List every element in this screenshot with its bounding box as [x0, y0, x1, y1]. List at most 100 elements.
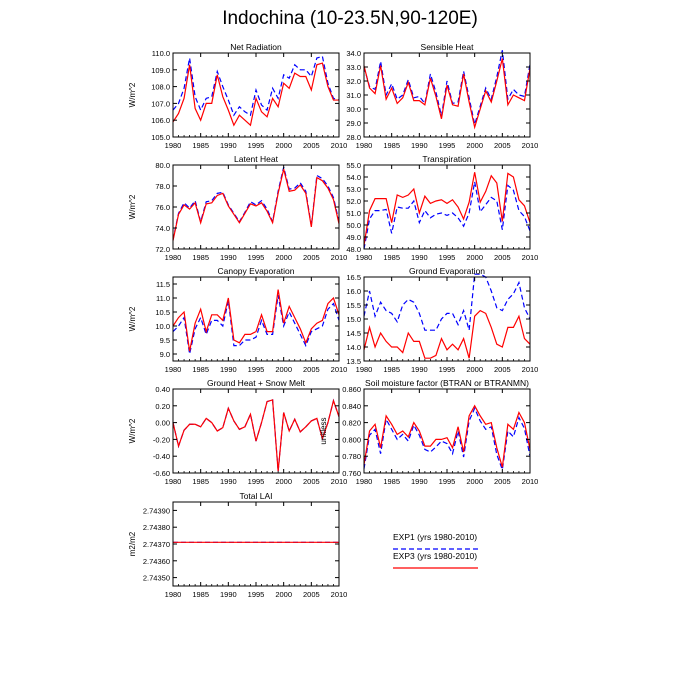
- ground-evaporation-ytick-label: 15.5: [346, 301, 361, 310]
- latent-heat-xtick-label: 1985: [192, 253, 209, 262]
- ground-evaporation-xtick-label: 2010: [522, 365, 539, 374]
- sensible-heat-panel: Sensible Heat 1980 1985 1990 1995 2000 2005 201…: [346, 42, 538, 150]
- sensible-heat-xtick-label: 2005: [494, 141, 511, 150]
- ground-evaporation-xtick-label: 1990: [411, 365, 428, 374]
- net-radiation-ytick-label: 109.0: [151, 66, 170, 75]
- ground-evaporation-series-exp1-yrs-1980-2010: [363, 273, 531, 331]
- total-lai-ytick-label: 2.74350: [143, 574, 170, 583]
- soil-moisture-factor-btran-or-btranmn-ytick-label: 0.820: [342, 419, 361, 428]
- soil-moisture-factor-btran-or-btranmn-ytick-label: 0.800: [342, 435, 361, 444]
- total-lai-ytick-label: 2.74360: [143, 557, 170, 566]
- latent-heat-ytick-label: 72.0: [155, 245, 170, 254]
- latent-heat-series-exp3-yrs-1980-2010: [172, 169, 340, 241]
- ground-heat-snow-melt-ytick-label: 0.00: [155, 419, 170, 428]
- ground-heat-snow-melt-ytick-label: 0.40: [155, 385, 170, 394]
- total-lai-xtick-label: 2010: [331, 590, 348, 599]
- ground-heat-snow-melt-series-exp3-yrs-1980-2010: [172, 398, 340, 472]
- ground-evaporation-frame: [363, 276, 531, 362]
- net-radiation-xtick-label: 2010: [331, 141, 348, 150]
- net-radiation-ytick-label: 106.0: [151, 116, 170, 125]
- transpiration-series-exp3-yrs-1980-2010: [363, 172, 531, 246]
- latent-heat-xtick-label: 1990: [220, 253, 237, 262]
- latent-heat-panel: Latent Heat 1980 1985 1990 1995 2000 2005 2010 7…: [128, 154, 347, 262]
- legend-label-exp1-yrs-1980-2010: EXP1 (yrs 1980-2010): [393, 532, 477, 542]
- transpiration-ytick-label: 53.0: [346, 185, 361, 194]
- latent-heat-xtick-label: 1980: [165, 253, 182, 262]
- canopy-evaporation-xtick-label: 1980: [165, 365, 182, 374]
- transpiration-xtick-label: 1985: [383, 253, 400, 262]
- canopy-evaporation-ytick-label: 10.0: [155, 322, 170, 331]
- latent-heat-ytick-label: 76.0: [155, 203, 170, 212]
- total-lai-xtick-label: 1990: [220, 590, 237, 599]
- transpiration-ytick-label: 49.0: [346, 233, 361, 242]
- sensible-heat-ytick-label: 28.0: [346, 133, 361, 142]
- transpiration-panel: Transpiration 1980 1985 1990 1995 2000 2005 201…: [346, 154, 538, 262]
- soil-moisture-factor-btran-or-btranmn-ytick-label: 0.840: [342, 402, 361, 411]
- ground-heat-snow-melt-xtick-label: 2000: [275, 477, 292, 486]
- transpiration-ytick-label: 54.0: [346, 173, 361, 182]
- sensible-heat-ytick-label: 32.0: [346, 77, 361, 86]
- transpiration-xtick-label: 2000: [466, 253, 483, 262]
- sensible-heat-xtick-label: 1990: [411, 141, 428, 150]
- transpiration-ytick-label: 52.0: [346, 197, 361, 206]
- sensible-heat-ytick-label: 29.0: [346, 119, 361, 128]
- total-lai-panel: Total LAI 1980 1985 1990 1995 2000 2005 2010 2.7…: [128, 491, 347, 599]
- canopy-evaporation-panel: Canopy Evaporation 1980 1985 1990 1995 2000 20…: [128, 266, 347, 374]
- ground-evaporation-xtick-label: 1995: [439, 365, 456, 374]
- latent-heat-xtick-label: 1995: [248, 253, 265, 262]
- sensible-heat-ytick-label: 30.0: [346, 105, 361, 114]
- transpiration-ytick-label: 50.0: [346, 221, 361, 230]
- soil-moisture-factor-btran-or-btranmn-xtick-label: 2005: [494, 477, 511, 486]
- transpiration-series-exp1-yrs-1980-2010: [363, 181, 531, 250]
- ground-heat-snow-melt-ytick-label: -0.40: [153, 452, 170, 461]
- transpiration-ytick-label: 48.0: [346, 245, 361, 254]
- canopy-evaporation-series-exp1-yrs-1980-2010: [172, 295, 340, 355]
- soil-moisture-factor-btran-or-btranmn-xtick-label: 2000: [466, 477, 483, 486]
- transpiration-ytick-label: 51.0: [346, 209, 361, 218]
- transpiration-xtick-label: 2005: [494, 253, 511, 262]
- soil-moisture-factor-btran-or-btranmn-xtick-label: 1980: [356, 477, 373, 486]
- net-radiation-xtick-label: 1980: [165, 141, 182, 150]
- soil-moisture-factor-btran-or-btranmn-xtick-label: 1985: [383, 477, 400, 486]
- ground-heat-snow-melt-xtick-label: 1995: [248, 477, 265, 486]
- transpiration-xtick-label: 2010: [522, 253, 539, 262]
- latent-heat-xtick-label: 2000: [275, 253, 292, 262]
- total-lai-xtick-label: 2005: [303, 590, 320, 599]
- total-lai-ylabel: m2/m2: [128, 531, 137, 556]
- ground-heat-snow-melt-ytick-label: -0.20: [153, 435, 170, 444]
- canopy-evaporation-frame: [172, 276, 340, 362]
- sensible-heat-xtick-label: 1985: [383, 141, 400, 150]
- canopy-evaporation-xtick-label: 1985: [192, 365, 209, 374]
- ground-evaporation-ytick-label: 16.5: [346, 273, 361, 282]
- latent-heat-ytick-label: 80.0: [155, 161, 170, 170]
- latent-heat-xtick-label: 2010: [331, 253, 348, 262]
- total-lai-title: Total LAI: [239, 491, 272, 501]
- soil-moisture-factor-btran-or-btranmn-ytick-label: 0.760: [342, 469, 361, 478]
- net-radiation-title: Net Radiation: [230, 42, 282, 52]
- latent-heat-xtick-label: 2005: [303, 253, 320, 262]
- canopy-evaporation-xtick-label: 2000: [275, 365, 292, 374]
- latent-heat-ytick-label: 78.0: [155, 182, 170, 191]
- latent-heat-ylabel: W/m^2: [128, 194, 137, 219]
- ground-heat-snow-melt-panel: Ground Heat + Snow Melt 1980 1985 1990 1995 2…: [128, 378, 347, 486]
- net-radiation-xtick-label: 2005: [303, 141, 320, 150]
- transpiration-xtick-label: 1980: [356, 253, 373, 262]
- ground-heat-snow-melt-ytick-label: 0.20: [155, 402, 170, 411]
- soil-moisture-factor-btran-or-btranmn-frame: [363, 388, 531, 474]
- net-radiation-ylabel: W/m^2: [128, 82, 137, 107]
- total-lai-xtick-label: 2000: [275, 590, 292, 599]
- transpiration-title: Transpiration: [422, 154, 472, 164]
- canopy-evaporation-title: Canopy Evaporation: [217, 266, 294, 276]
- total-lai-frame: [172, 501, 340, 587]
- net-radiation-xtick-label: 1990: [220, 141, 237, 150]
- canopy-evaporation-ytick-label: 10.5: [155, 308, 170, 317]
- canopy-evaporation-ytick-label: 11.0: [156, 294, 170, 303]
- total-lai-xtick-label: 1980: [165, 590, 182, 599]
- total-lai-xtick-label: 1985: [192, 590, 209, 599]
- total-lai-ytick-label: 2.74390: [143, 506, 170, 515]
- ground-evaporation-xtick-label: 2000: [466, 365, 483, 374]
- sensible-heat-title: Sensible Heat: [421, 42, 475, 52]
- total-lai-xtick-label: 1995: [248, 590, 265, 599]
- ground-heat-snow-melt-series-exp1-yrs-1980-2010: [172, 398, 340, 472]
